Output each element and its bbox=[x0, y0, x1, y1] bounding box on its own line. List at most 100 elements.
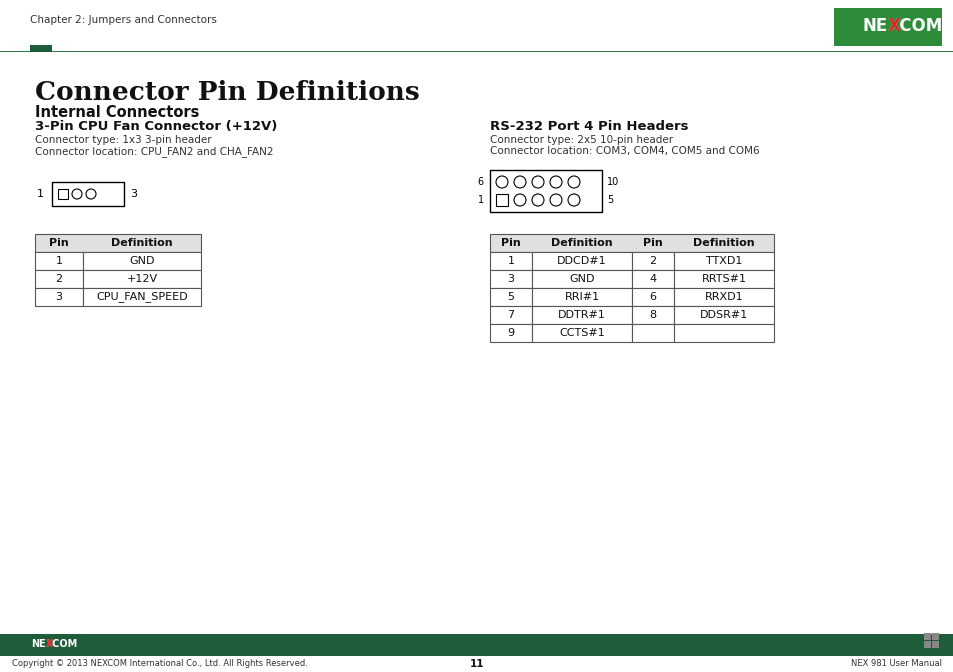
Bar bbox=[532, 324, 631, 342]
Text: RRTS#1: RRTS#1 bbox=[700, 274, 745, 284]
Bar bbox=[490, 252, 532, 270]
Text: RRXD1: RRXD1 bbox=[704, 292, 742, 302]
Bar bbox=[496, 194, 507, 206]
Text: 2: 2 bbox=[649, 256, 656, 266]
Bar bbox=[673, 324, 773, 342]
Circle shape bbox=[550, 194, 561, 206]
Bar bbox=[83, 252, 201, 270]
Text: DDCD#1: DDCD#1 bbox=[557, 256, 606, 266]
Bar bbox=[35, 270, 83, 288]
Text: 3-Pin CPU Fan Connector (+12V): 3-Pin CPU Fan Connector (+12V) bbox=[35, 120, 277, 133]
Text: Connector Pin Definitions: Connector Pin Definitions bbox=[35, 80, 419, 105]
Text: Definition: Definition bbox=[693, 238, 754, 248]
Circle shape bbox=[514, 194, 525, 206]
Text: Connector type: 1x3 3-pin header: Connector type: 1x3 3-pin header bbox=[35, 135, 212, 145]
Bar bbox=[923, 641, 930, 648]
Bar bbox=[490, 324, 532, 342]
Text: 11: 11 bbox=[469, 659, 484, 669]
Text: Copyright © 2013 NEXCOM International Co., Ltd. All Rights Reserved.: Copyright © 2013 NEXCOM International Co… bbox=[12, 659, 308, 669]
Bar bbox=[490, 306, 532, 324]
Bar bbox=[52, 182, 124, 206]
Bar bbox=[30, 45, 52, 52]
Text: 3: 3 bbox=[55, 292, 63, 302]
Text: 1: 1 bbox=[55, 256, 63, 266]
Bar bbox=[490, 270, 532, 288]
Circle shape bbox=[567, 194, 579, 206]
Text: Chapter 2: Jumpers and Connectors: Chapter 2: Jumpers and Connectors bbox=[30, 15, 216, 25]
Text: 1: 1 bbox=[507, 256, 514, 266]
Circle shape bbox=[496, 176, 507, 188]
Text: X: X bbox=[887, 17, 900, 35]
Text: 5: 5 bbox=[606, 195, 613, 205]
Circle shape bbox=[567, 176, 579, 188]
Text: RRI#1: RRI#1 bbox=[564, 292, 598, 302]
Bar bbox=[673, 306, 773, 324]
Text: NEX 981 User Manual: NEX 981 User Manual bbox=[850, 659, 941, 669]
Text: DDTR#1: DDTR#1 bbox=[558, 310, 605, 320]
Circle shape bbox=[86, 189, 96, 199]
Text: GND: GND bbox=[129, 256, 154, 266]
Bar bbox=[35, 288, 83, 306]
Bar bbox=[83, 270, 201, 288]
Text: 1: 1 bbox=[37, 189, 44, 199]
Circle shape bbox=[514, 176, 525, 188]
Circle shape bbox=[532, 194, 543, 206]
Text: 4: 4 bbox=[649, 274, 656, 284]
Text: 3: 3 bbox=[507, 274, 514, 284]
Text: NE: NE bbox=[31, 639, 46, 649]
Text: Definition: Definition bbox=[551, 238, 612, 248]
Bar bbox=[631, 270, 673, 288]
Bar bbox=[83, 288, 201, 306]
Bar bbox=[931, 633, 938, 640]
Bar bbox=[0, 656, 953, 672]
Text: Internal Connectors: Internal Connectors bbox=[35, 105, 199, 120]
Text: +12V: +12V bbox=[127, 274, 157, 284]
Bar bbox=[0, 634, 953, 672]
Bar bbox=[0, 0, 953, 52]
Text: RS-232 Port 4 Pin Headers: RS-232 Port 4 Pin Headers bbox=[490, 120, 688, 133]
Bar bbox=[532, 270, 631, 288]
Text: NE: NE bbox=[862, 17, 887, 35]
Text: CCTS#1: CCTS#1 bbox=[558, 328, 604, 338]
Bar bbox=[673, 252, 773, 270]
Bar bbox=[35, 234, 201, 252]
Text: 6: 6 bbox=[649, 292, 656, 302]
Circle shape bbox=[550, 176, 561, 188]
Bar bbox=[631, 324, 673, 342]
Bar bbox=[673, 270, 773, 288]
Bar bbox=[35, 252, 83, 270]
Bar bbox=[490, 234, 773, 252]
Bar bbox=[10, 636, 82, 652]
Text: GND: GND bbox=[569, 274, 594, 284]
Text: CPU_FAN_SPEED: CPU_FAN_SPEED bbox=[96, 292, 188, 302]
Text: 1: 1 bbox=[477, 195, 483, 205]
Text: 5: 5 bbox=[507, 292, 514, 302]
Bar bbox=[0, 50, 953, 52]
Bar bbox=[631, 306, 673, 324]
Text: X: X bbox=[46, 639, 53, 649]
Bar bbox=[58, 189, 68, 199]
Text: XCOM: XCOM bbox=[46, 639, 78, 649]
Text: Connector location: COM3, COM4, COM5 and COM6: Connector location: COM3, COM4, COM5 and… bbox=[490, 146, 759, 156]
Bar bbox=[833, 8, 941, 46]
Text: Pin: Pin bbox=[500, 238, 520, 248]
Text: 9: 9 bbox=[507, 328, 514, 338]
Text: 2: 2 bbox=[55, 274, 63, 284]
Bar bbox=[673, 288, 773, 306]
Text: Pin: Pin bbox=[49, 238, 69, 248]
Bar bbox=[532, 288, 631, 306]
Text: Connector location: CPU_FAN2 and CHA_FAN2: Connector location: CPU_FAN2 and CHA_FAN… bbox=[35, 146, 274, 157]
Text: 3: 3 bbox=[130, 189, 137, 199]
Bar bbox=[931, 641, 938, 648]
Bar bbox=[532, 306, 631, 324]
Text: Connector type: 2x5 10-pin header: Connector type: 2x5 10-pin header bbox=[490, 135, 673, 145]
Text: XCOM: XCOM bbox=[887, 17, 943, 35]
Bar bbox=[631, 288, 673, 306]
Text: 8: 8 bbox=[649, 310, 656, 320]
Bar bbox=[923, 633, 930, 640]
Circle shape bbox=[532, 176, 543, 188]
Text: 10: 10 bbox=[606, 177, 618, 187]
Text: TTXD1: TTXD1 bbox=[705, 256, 741, 266]
Text: 7: 7 bbox=[507, 310, 514, 320]
Bar bbox=[490, 288, 532, 306]
